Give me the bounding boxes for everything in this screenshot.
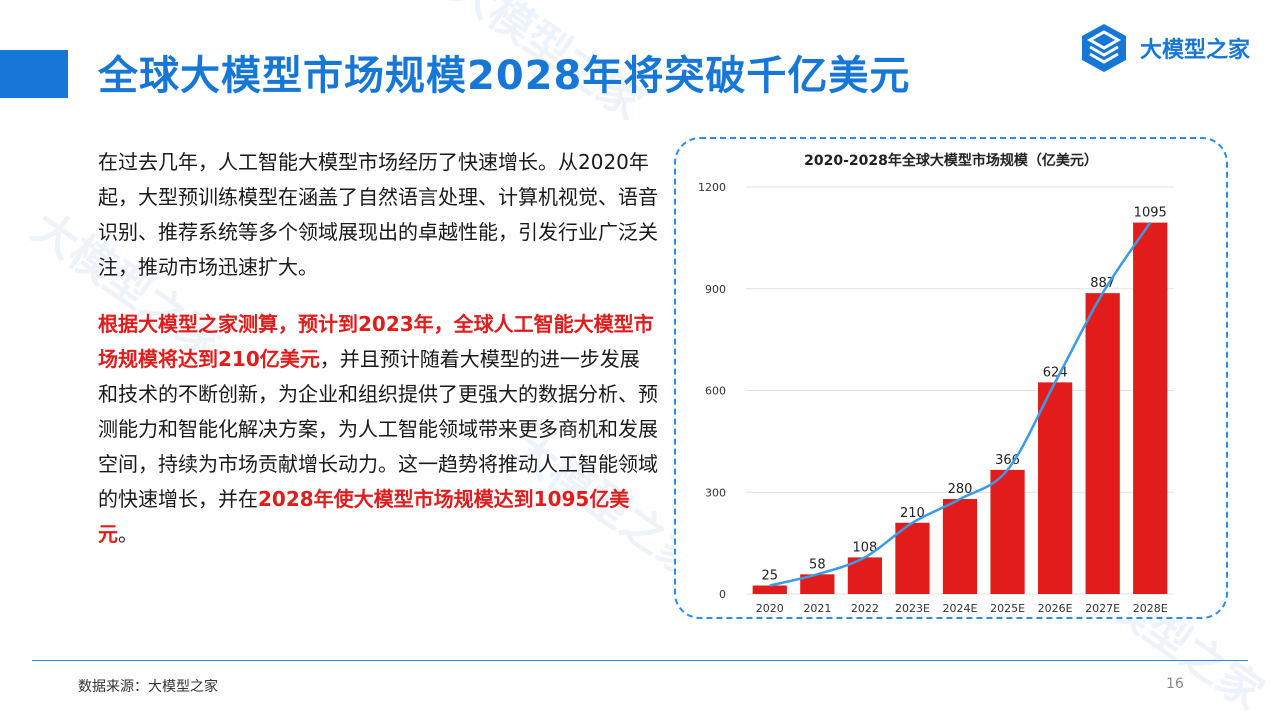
y-tick-label: 300 (705, 486, 726, 499)
x-tick-label: 2026E (1038, 602, 1073, 615)
highlight-2028: 2028年使大模型市场规模达到1095亿美元 (98, 487, 630, 546)
y-tick-label: 1200 (698, 181, 726, 194)
data-label: 280 (948, 482, 973, 497)
y-tick-label: 900 (705, 283, 726, 296)
x-tick-label: 2022 (851, 602, 879, 615)
brand-logo: 大模型之家 (1078, 22, 1268, 74)
x-tick-label: 2021 (803, 602, 831, 615)
bar-2026E (1037, 382, 1073, 594)
footer-divider (32, 660, 1248, 661)
bar-2020 (752, 585, 787, 594)
data-label: 25 (762, 569, 779, 584)
paragraph-forecast-body: ，并且预计随着大模型的进一步发展和技术的不断创新，为企业和组织提供了更强大的数据… (98, 347, 658, 511)
x-tick-label: 2027E (1085, 602, 1120, 615)
paragraph-intro: 在过去几年，人工智能大模型市场经历了快速增长。从2020年起，大型预训练模型在涵… (98, 150, 658, 279)
bar-2027E (1085, 293, 1120, 594)
logo-text: 大模型之家 (1140, 38, 1251, 63)
y-tick-label: 0 (719, 588, 726, 601)
bar-2023E (895, 522, 930, 594)
title-accent-bar (0, 50, 68, 98)
page-title: 全球大模型市场规模2028年将突破千亿美元 (98, 53, 911, 99)
x-tick-label: 2025E (990, 602, 1025, 615)
data-label: 210 (900, 506, 925, 521)
data-label: 887 (1090, 276, 1115, 291)
trend-line (769, 221, 1152, 587)
bar-2024E (942, 499, 978, 594)
y-tick-label: 600 (705, 385, 726, 398)
data-label: 366 (995, 453, 1020, 468)
data-label: 58 (809, 557, 826, 572)
data-source: 数据来源：大模型之家 (78, 679, 218, 695)
x-tick-label: 2024E (943, 602, 978, 615)
bar-2025E (990, 469, 1025, 594)
data-label: 108 (852, 540, 877, 555)
market-size-bar-chart: 2020-2028年全球大模型市场规模（亿美元） 03006009001200 … (698, 152, 1174, 615)
data-label: 1095 (1134, 206, 1167, 221)
x-tick-label: 2028E (1133, 602, 1168, 615)
bar-2028E (1133, 222, 1168, 595)
body-text: 在过去几年，人工智能大模型市场经历了快速增长。从2020年起，大型预训练模型在涵… (98, 145, 658, 574)
paragraph-forecast: 根据大模型之家测算，预计到2023年，全球人工智能大模型市场规模将达到210亿美… (98, 307, 658, 552)
chart-container: 2020-2028年全球大模型市场规模（亿美元） 0 300 600 900 1200 … (674, 137, 1228, 619)
stacked-layers-icon (1082, 24, 1126, 72)
x-tick-label: 2020 (756, 602, 784, 615)
x-tick-label: 2023E (895, 602, 930, 615)
page-number: 16 (1166, 676, 1184, 692)
bar-2021 (800, 574, 835, 594)
highlight-2023: 根据大模型之家测算，预计到2023年，全球人工智能大模型市场规模将达到210亿美… (98, 312, 654, 371)
paragraph-forecast-end: 。 (118, 522, 138, 546)
chart-title: 2020-2028年全球大模型市场规模（亿美元） (804, 152, 1098, 169)
